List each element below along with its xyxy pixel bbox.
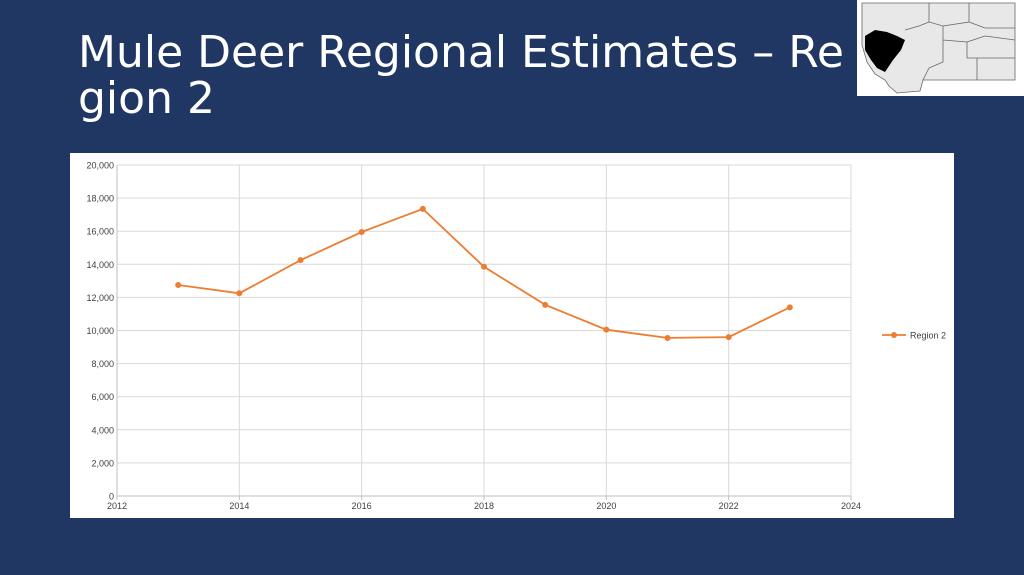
data-point [236, 290, 243, 297]
x-tick-label: 2016 [352, 501, 372, 511]
slide-title: Mule Deer Regional Estimates – Region 2 [78, 30, 844, 122]
data-point [664, 334, 671, 341]
data-point [481, 263, 487, 270]
x-tick-label: 2020 [596, 501, 616, 511]
y-tick-label: 0 [109, 492, 114, 502]
region-2-highlight [865, 30, 905, 72]
data-point [175, 281, 182, 288]
line-chart: 0 2,000 4,000 6,000 8,000 10,000 12,000 14,000 1… [86, 161, 946, 512]
y-tick-label: 12,000 [86, 293, 114, 303]
data-point [603, 326, 610, 333]
data-point [786, 304, 793, 311]
x-tick-label: 2014 [229, 501, 249, 511]
legend-swatch-marker [891, 332, 897, 338]
data-point [358, 229, 365, 236]
x-tick-label: 2022 [719, 501, 739, 511]
data-point [419, 205, 426, 212]
data-point [297, 257, 304, 264]
axes: 0 2,000 4,000 6,000 8,000 10,000 12,000 14,000 1… [86, 161, 861, 512]
y-tick-label: 14,000 [86, 260, 114, 270]
y-tick-label: 16,000 [86, 227, 114, 237]
y-tick-label: 6,000 [91, 392, 114, 402]
data-point [725, 334, 732, 341]
series-region-2 [175, 205, 793, 341]
legend-label: Region 2 [910, 331, 946, 341]
y-tick-label: 2,000 [91, 458, 114, 468]
montana-region-map-icon [861, 2, 1016, 94]
x-tick-label: 2012 [107, 501, 127, 511]
region-map-inset [857, 0, 1024, 96]
x-tick-label: 2018 [474, 501, 494, 511]
y-tick-label: 8,000 [91, 359, 114, 369]
y-tick-label: 18,000 [86, 194, 114, 204]
chart-panel: 0 2,000 4,000 6,000 8,000 10,000 12,000 14,000 1… [70, 153, 954, 518]
data-point [542, 301, 549, 308]
y-tick-label: 4,000 [91, 425, 114, 435]
y-tick-label: 10,000 [86, 326, 114, 336]
y-tick-label: 20,000 [86, 161, 114, 171]
legend: Region 2 [882, 331, 946, 341]
x-tick-label: 2024 [841, 501, 861, 511]
